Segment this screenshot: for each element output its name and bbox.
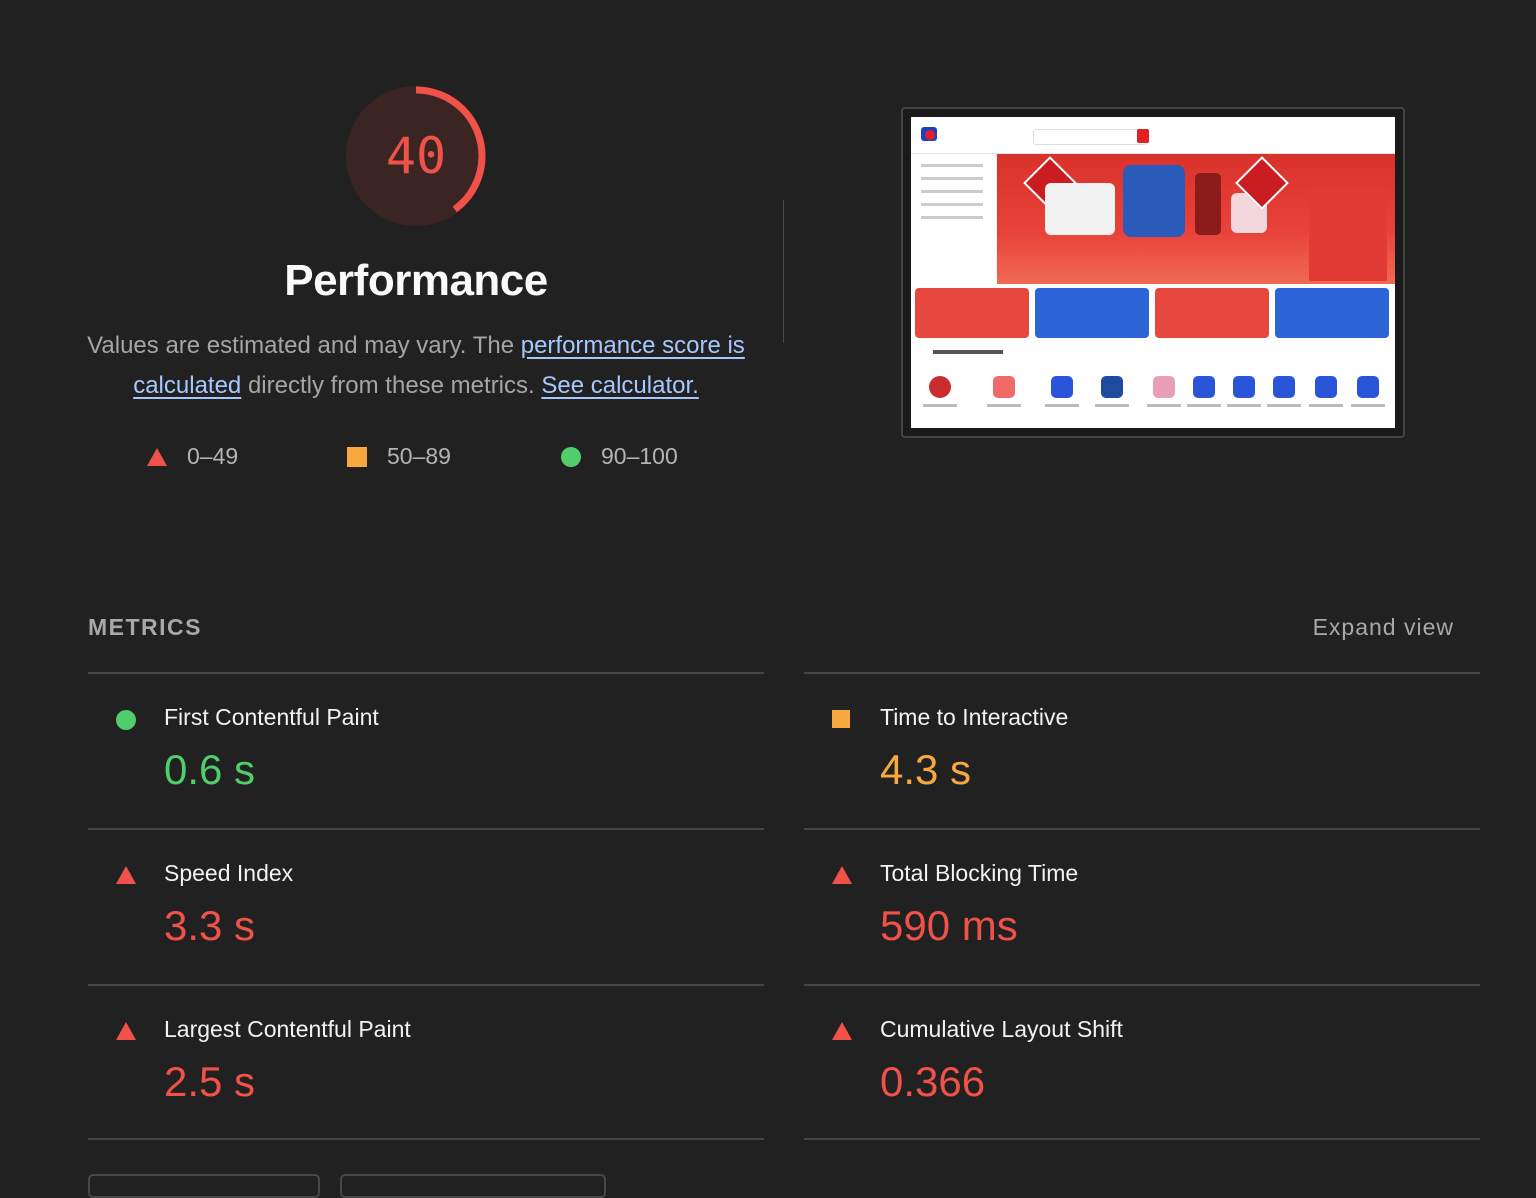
screenshot-product [1195,173,1221,235]
legend-pass: 90–100 [561,443,678,470]
metric-largest-contentful-paint: Largest Contentful Paint 2.5 s [88,986,764,1141]
performance-description: Values are estimated and may vary. The p… [86,326,746,406]
metric-name: Largest Contentful Paint [164,1016,411,1042]
screenshot-search-bar [1033,129,1147,145]
see-calculator-link[interactable]: See calculator. [541,372,699,399]
metric-cumulative-layout-shift: Cumulative Layout Shift 0.366 [804,986,1480,1141]
gauge-arc [346,86,486,226]
metric-indicator-icon [832,1022,852,1045]
screenshot-product [1123,165,1185,237]
circle-icon [561,446,581,467]
logo-icon [921,127,937,141]
filter-button[interactable] [340,1174,606,1198]
metric-indicator-icon [832,710,850,733]
legend-average-label: 50–89 [387,443,451,469]
description-text-1: Values are estimated and may vary. The [87,332,521,359]
legend-pass-label: 90–100 [601,443,678,469]
metric-value: 4.3 s [880,746,972,793]
performance-gauge: 40 [343,83,489,229]
legend-average: 50–89 [347,443,451,470]
description-text-2: directly from these metrics. [241,372,542,399]
triangle-icon [147,447,167,466]
metric-indicator-icon [116,1022,136,1045]
performance-title: Performance [284,256,548,305]
screenshot-header [911,117,1395,154]
divider [88,828,764,830]
metric-name: Speed Index [164,860,294,886]
final-screenshot[interactable] [901,107,1405,438]
metric-name: Time to Interactive [880,704,1069,730]
metric-time-to-interactive: Time to Interactive 4.3 s [804,674,1480,829]
metric-value: 0.6 s [164,746,256,793]
metric-name: Cumulative Layout Shift [880,1016,1123,1042]
gauge-score: 40 [385,127,447,185]
screenshot-deal-panel [1309,187,1387,281]
divider [804,984,1480,986]
metric-value: 0.366 [880,1058,986,1105]
metric-value: 2.5 s [164,1058,256,1105]
metric-total-blocking-time: Total Blocking Time 590 ms [804,830,1480,985]
legend-fail: 0–49 [147,443,238,470]
search-icon [1137,129,1149,143]
metric-indicator-icon [116,710,136,735]
metrics-header: METRICS [88,614,202,640]
vertical-divider [783,200,784,343]
screenshot-product [1045,183,1115,235]
divider [804,1138,1480,1140]
metric-name: First Contentful Paint [164,704,379,730]
metric-name: Total Blocking Time [880,860,1079,886]
divider [804,828,1480,830]
metric-indicator-icon [116,866,136,889]
divider [88,672,764,674]
performance-score-link[interactable]: performance score is calculated [133,332,745,399]
expand-view-toggle[interactable]: Expand view [1312,614,1454,640]
screenshot-sidebar [911,154,997,274]
metric-first-contentful-paint: First Contentful Paint 0.6 s [88,674,764,829]
divider [88,1138,764,1140]
screenshot-promo-cards [911,284,1395,340]
metric-speed-index: Speed Index 3.3 s [88,830,764,985]
legend-fail-label: 0–49 [187,443,239,469]
gauge-ring [346,86,486,226]
filter-button[interactable] [88,1174,320,1198]
metric-value: 590 ms [880,902,1018,949]
screenshot-categories [911,340,1395,428]
metric-indicator-icon [832,866,852,889]
divider [88,984,764,986]
divider [804,672,1480,674]
square-icon [347,446,367,467]
screenshot-image [911,117,1395,428]
metric-value: 3.3 s [164,902,256,949]
gauge-background [346,86,486,226]
